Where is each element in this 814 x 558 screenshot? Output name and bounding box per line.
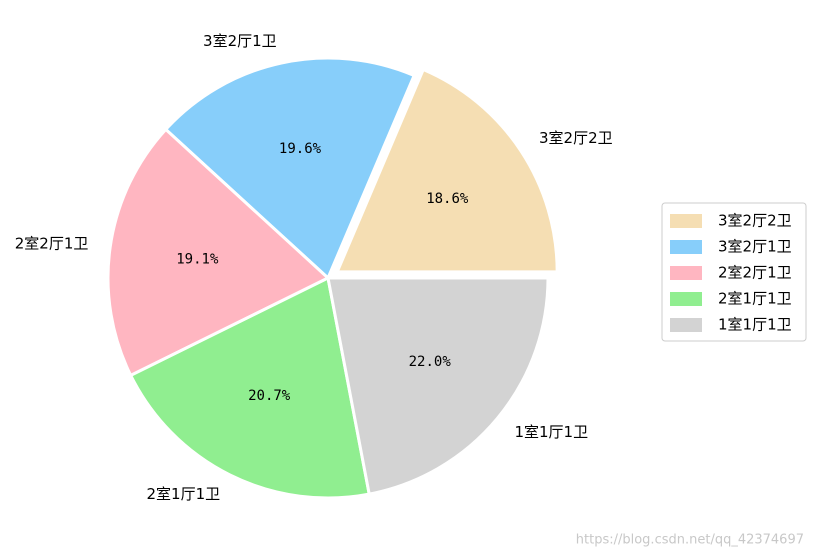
value-label: 20.7% xyxy=(248,388,291,404)
legend-swatch xyxy=(670,240,702,254)
legend-label: 3室2厅2卫 xyxy=(718,212,792,230)
legend-swatch xyxy=(670,214,702,228)
pie-slice xyxy=(128,275,371,500)
legend: 3室2厅2卫 3室2厅1卫 2室2厅1卫 2室1厅1卫 1室1厅1卫 xyxy=(661,202,807,342)
pie-slice xyxy=(326,276,550,496)
value-label: 18.6% xyxy=(426,191,469,207)
legend-label: 2室2厅1卫 xyxy=(718,264,792,282)
slice-label: 3室2厅1卫 xyxy=(203,32,277,50)
legend-label: 2室1厅1卫 xyxy=(718,290,792,308)
watermark: https://blog.csdn.net/qq_42374697 xyxy=(576,533,804,548)
legend-swatch xyxy=(670,266,702,280)
slice-label: 3室2厅2卫 xyxy=(539,129,613,147)
slice-label: 1室1厅1卫 xyxy=(514,423,588,441)
slice-label: 2室2厅1卫 xyxy=(15,234,89,252)
legend-label: 1室1厅1卫 xyxy=(718,316,792,334)
legend-swatch xyxy=(670,292,702,306)
slice-label: 2室1厅1卫 xyxy=(147,485,221,503)
value-label: 19.6% xyxy=(279,141,322,157)
value-label: 19.1% xyxy=(176,251,219,267)
pie-slice xyxy=(106,127,331,378)
legend-box xyxy=(661,202,807,342)
legend-label: 3室2厅1卫 xyxy=(718,238,792,256)
legend-swatch xyxy=(670,318,702,332)
value-label: 22.0% xyxy=(409,354,452,370)
pie-slice xyxy=(334,67,559,274)
pie-slice xyxy=(163,56,417,281)
